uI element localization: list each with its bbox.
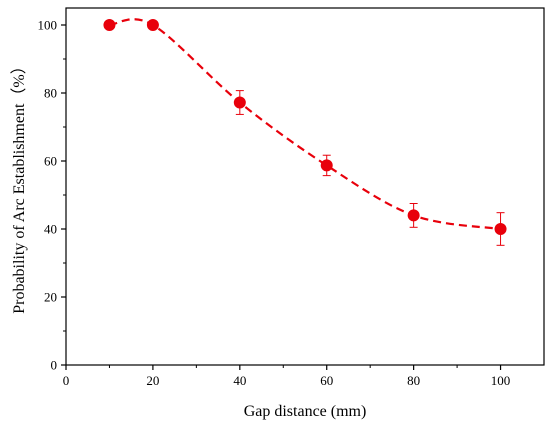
y-tick-label: 40	[44, 222, 57, 237]
data-point	[320, 159, 333, 172]
x-axis-ticks: 0 20 40 60 80 100	[63, 365, 511, 388]
x-tick-label: 20	[146, 373, 159, 388]
data-point	[233, 96, 246, 109]
x-tick-label: 100	[491, 373, 511, 388]
data-point	[407, 209, 420, 222]
y-tick-label: 0	[51, 358, 58, 373]
plot-frame	[65, 7, 545, 366]
x-tick-label: 60	[320, 373, 333, 388]
x-tick-label: 0	[63, 373, 70, 388]
y-tick-label: 20	[44, 290, 57, 305]
y-axis-title: Probability of Arc Establishment（%）	[10, 58, 28, 314]
y-axis-ticks: 0 20 40 60 80 100	[38, 18, 66, 373]
series-layer	[103, 18, 507, 246]
data-point	[103, 19, 116, 31]
series-line	[109, 18, 501, 231]
x-axis-title: Gap distance (mm)	[244, 403, 367, 420]
x-tick-label: 80	[407, 373, 420, 388]
x-tick-label: 40	[233, 373, 246, 388]
y-tick-label: 100	[38, 18, 58, 33]
y-tick-label: 80	[44, 86, 57, 101]
data-point	[494, 223, 507, 235]
data-point	[146, 19, 159, 31]
y-tick-label: 60	[44, 154, 57, 169]
